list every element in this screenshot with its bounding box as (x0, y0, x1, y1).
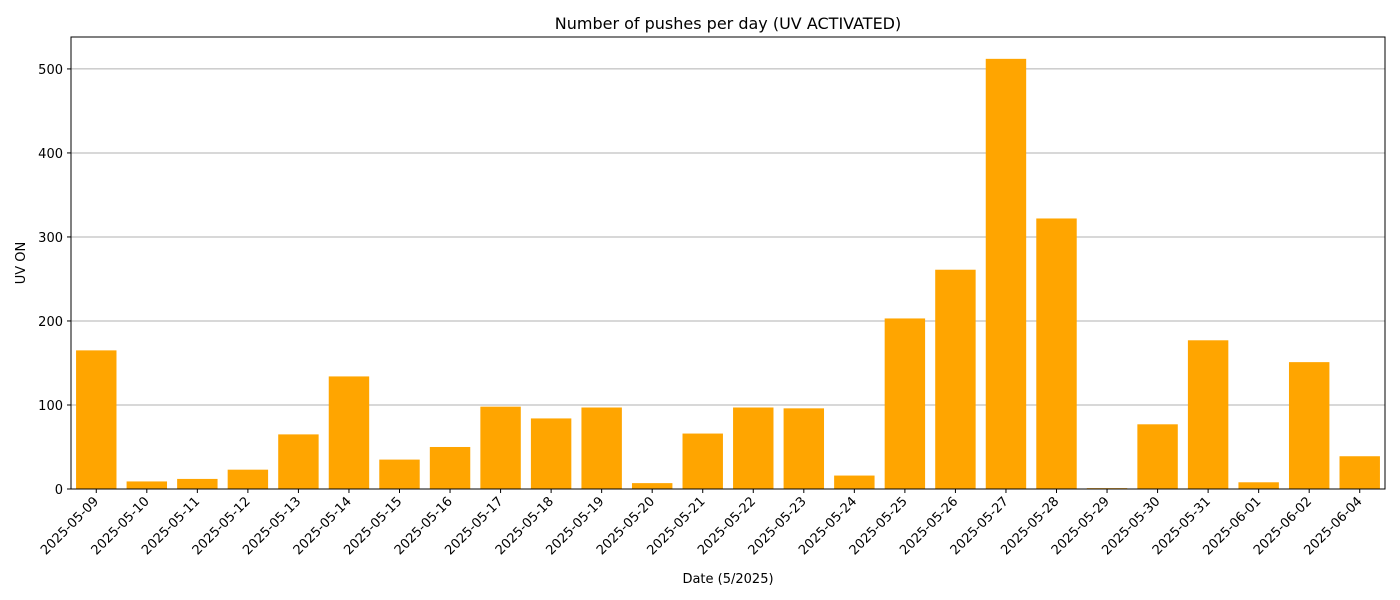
x-axis-ticks: 2025-05-092025-05-102025-05-112025-05-12… (38, 489, 1366, 558)
bar-2025-05-30 (1137, 424, 1178, 489)
bar-2025-06-02 (1288, 362, 1330, 489)
bar-2025-05-15 (379, 459, 420, 489)
chart-title: Number of pushes per day (UV ACTIVATED) (555, 14, 901, 33)
bar-2025-05-09 (76, 350, 117, 489)
bar-2025-05-16 (429, 446, 471, 489)
y-tick-label: 200 (38, 315, 63, 330)
y-tick-label: 100 (38, 399, 63, 414)
bar-2025-05-31 (1187, 340, 1229, 489)
bar-2025-05-28 (1036, 218, 1077, 490)
y-tick-label: 500 (38, 63, 63, 78)
y-tick-label: 400 (38, 147, 63, 162)
y-axis-label: UV ON (14, 242, 29, 285)
x-axis-label: Date (5/2025) (682, 572, 773, 587)
bar-2025-05-11 (177, 478, 218, 489)
bar-2025-05-19 (581, 407, 622, 489)
bar-2025-05-21 (682, 433, 723, 489)
bar-2025-05-27 (985, 58, 1027, 489)
gridlines (71, 68, 1385, 406)
bar-2025-05-24 (834, 475, 875, 489)
bar-2025-05-22 (733, 407, 774, 489)
bar-2025-05-18 (530, 418, 572, 489)
y-tick-label: 300 (38, 231, 63, 246)
bar-2025-05-12 (227, 469, 269, 489)
bar-2025-05-13 (278, 434, 319, 489)
bars (76, 58, 1380, 490)
bar-2025-05-20 (631, 483, 673, 489)
y-axis-ticks: 0 100 200 300 400 500 (38, 63, 71, 498)
bar-2025-05-26 (935, 269, 976, 489)
bar-2025-05-14 (328, 376, 370, 489)
bar-2025-05-10 (126, 481, 168, 489)
bar-2025-06-04 (1339, 456, 1380, 489)
bar-2025-05-25 (884, 318, 926, 489)
bar-2025-05-17 (480, 406, 521, 489)
bar-2025-05-23 (783, 408, 825, 489)
y-tick-label: 0 (55, 483, 63, 498)
bar-2025-06-01 (1238, 482, 1279, 489)
plot-frame (70, 36, 1386, 490)
